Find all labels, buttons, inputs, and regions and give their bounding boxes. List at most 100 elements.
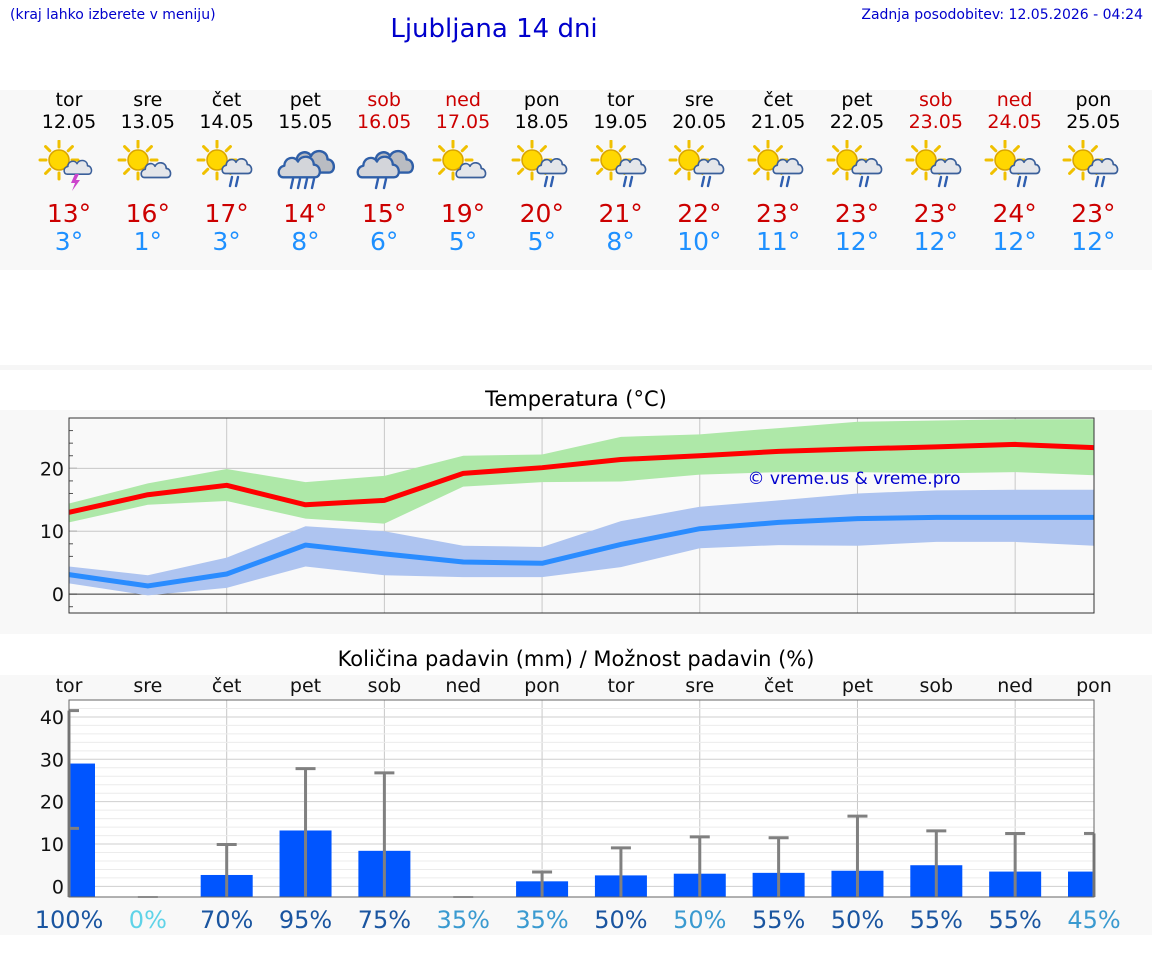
temperature-point [1014,443,1016,445]
max-temperature: 23° [1071,199,1116,228]
sun-ray [697,145,705,153]
max-temperature: 16° [125,199,170,228]
rain-drop [779,175,785,188]
day-date: 13.05 [120,111,175,133]
y-tick-label: 10 [40,521,64,543]
sun-cloud-rain-icon [905,140,962,188]
precipitation-probability: 35% [437,906,490,934]
day-date: 17.05 [435,111,491,133]
x-tick-label: sre [685,675,714,697]
day-column: pon 18.05 20° 5° [500,88,584,256]
sun-cloud-icon [117,140,172,181]
cloud-body [1087,158,1119,175]
sun-ray [66,145,74,153]
max-temperature: 23° [756,199,801,228]
day-column: ned 17.05 19° 5° [421,88,505,256]
location-hint-link[interactable]: (kraj lahko izberete v meniju) [10,7,216,23]
sun-cloud-thunder-icon [38,140,93,191]
temperature-point [383,553,385,555]
rain-drop [1022,175,1027,188]
day-column: tor 19.05 21° 8° [579,88,663,256]
cloud-body [1008,158,1040,175]
y-tick-label: 0 [52,876,64,898]
min-temperature: 12° [992,227,1037,256]
temperature-point [541,467,543,469]
x-tick-label: čet [212,675,242,697]
day-name: sob [367,89,401,111]
sun-shape [511,140,553,181]
x-tick-label: tor [607,675,634,697]
y-tick-label: 10 [40,834,64,856]
sun-ray [145,145,153,153]
sun-cloud-rain-icon [747,140,804,188]
min-temperature: 3° [54,227,84,256]
cloud-shape [277,155,322,179]
cloud-body [693,158,725,175]
rain-drop [543,175,548,188]
rain-drop [701,175,706,188]
sun-ray [753,167,761,175]
rain-drop [297,177,302,190]
lightning-bolt [71,174,80,191]
rain-drop [304,177,309,190]
sun-shape [38,140,80,181]
precipitation-probability: 55% [752,906,805,934]
min-temperature: 5° [527,227,556,256]
day-name: tor [55,89,83,111]
y-tick-label: 0 [52,584,64,606]
day-column: ned 24.05 24° 12° [973,88,1057,256]
cloud-shape [455,162,487,179]
sun-disc [127,149,149,171]
cloud-shape [1008,158,1040,175]
day-column: sob 16.05 15° 6° [342,88,426,256]
max-temperature-range-band [69,419,1094,524]
cloud-shape [851,158,883,175]
temperature-point [620,459,622,461]
temperature-point [462,561,464,563]
sun-disc [993,149,1016,171]
sun-disc [915,149,937,171]
rain-drop [1016,175,1021,188]
sun-ray [516,167,525,175]
rain-drop [943,175,948,188]
day-column: pon 25.05 23° 12° [1051,88,1135,256]
day-date: 22.05 [829,111,885,133]
day-name: pet [841,89,873,111]
sun-cloud-rain-icon [196,140,252,188]
sun-disc [442,149,464,171]
max-temperature: 20° [519,199,564,228]
max-temperature: 21° [598,199,643,228]
precipitation-probability: 70% [200,906,253,934]
day-date: 20.05 [672,111,727,133]
day-date: 24.05 [987,111,1042,133]
cloud-body [614,158,646,175]
temperature-point [620,543,622,545]
max-temperature: 23° [913,199,958,228]
min-temperature-line [68,514,1094,589]
day-date: 23.05 [908,111,963,133]
y-tick-label: 20 [40,792,64,814]
day-date: 15.05 [278,111,333,133]
temperature-point [935,446,937,448]
day-name: sre [684,89,714,111]
precipitation-bar [1068,871,1094,897]
precipitation-chart: 0 10 20 30 40 tor sre čet pet sob ned pon tor sre čet p… [35,675,1121,934]
day-column: sre 13.05 16° 1° [106,88,190,256]
sun-disc [205,149,228,171]
temperature-point [778,450,780,452]
rain-drop [549,175,554,188]
precipitation-probability: 55% [910,906,963,934]
cloud-shape [1087,158,1119,175]
day-name: čet [763,89,793,111]
precipitation-probability: 75% [358,906,411,934]
sun-ray [989,167,997,175]
precipitation-probability: 100% [35,906,104,934]
sun-ray [832,167,840,175]
rain-drop [785,175,791,188]
sun-disc [599,149,622,171]
min-temperature: 6° [369,227,399,256]
sun-disc [836,149,858,171]
cloud-body [140,162,172,179]
min-temperature: 1° [133,227,162,256]
rain-drop [382,177,388,190]
